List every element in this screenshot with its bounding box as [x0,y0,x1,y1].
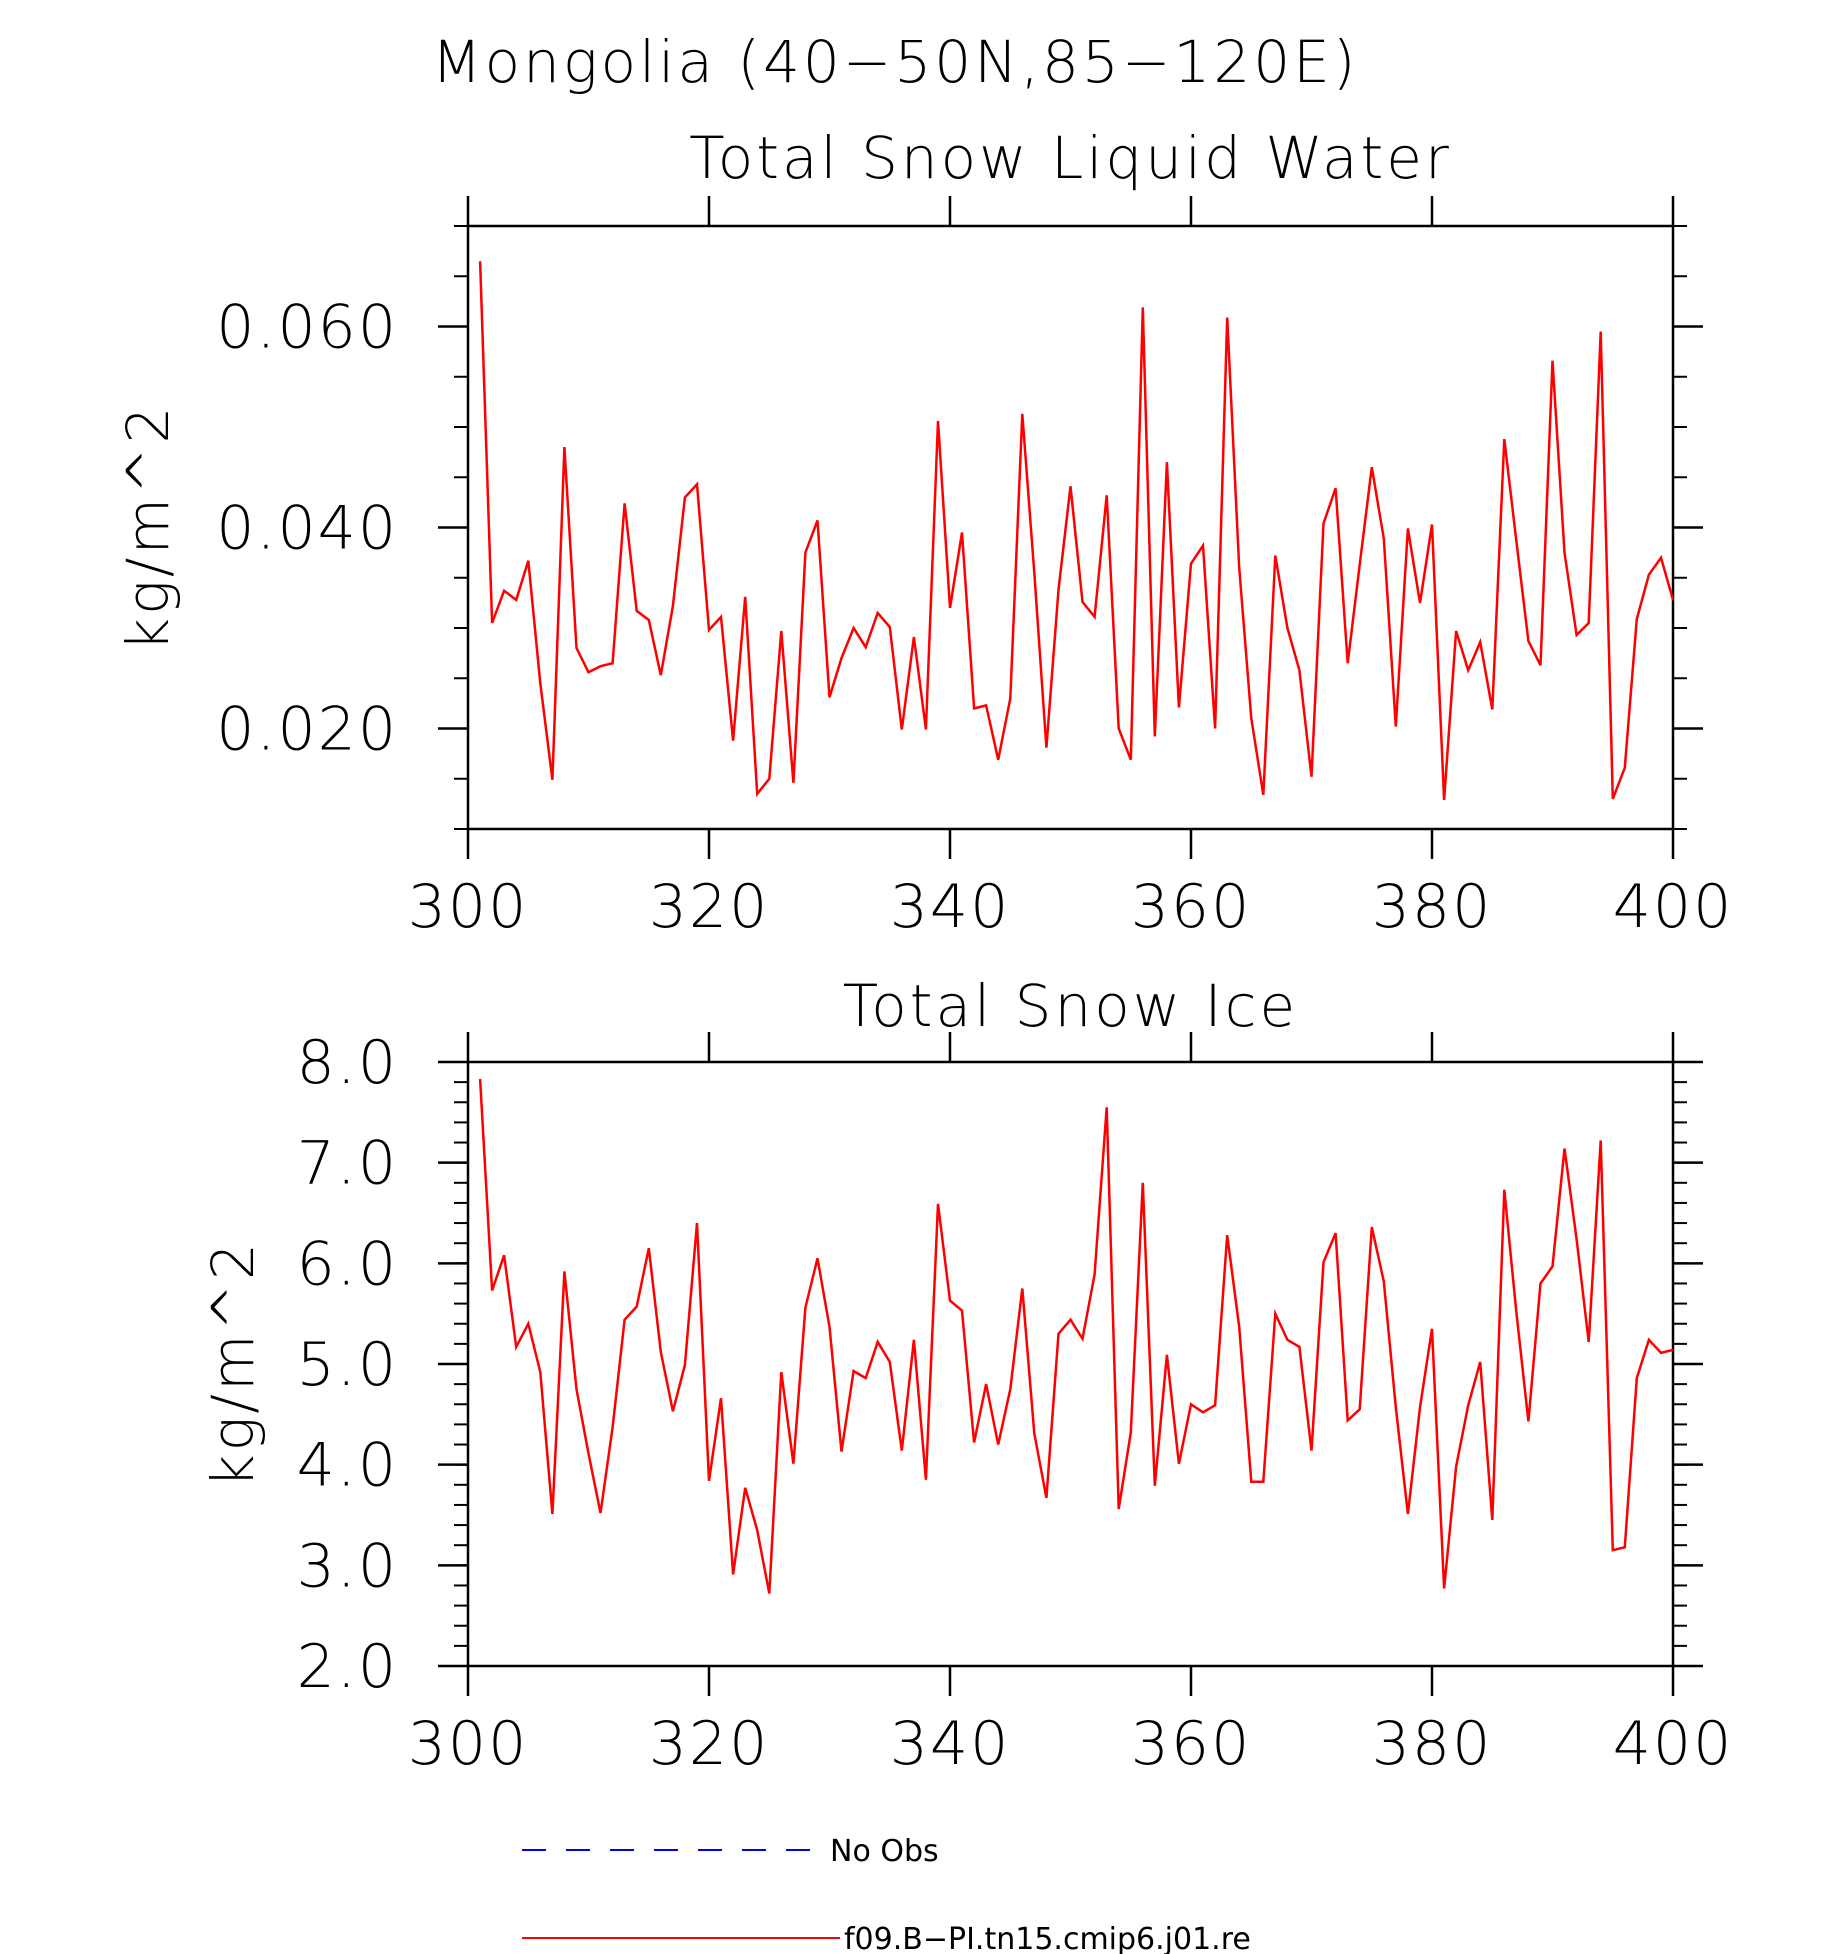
y-tick-label: 2.0 [297,1632,398,1702]
x-tick-label: 380 [1372,1709,1493,1779]
y-tick-label: 6.0 [297,1229,398,1299]
x-tick-label: 320 [649,1709,770,1779]
chart-title: Total Snow Ice [843,972,1299,1040]
x-tick-label: 380 [1372,872,1493,942]
legend-label-2: f09.B−PI.tn15.cmip6.j01.re [844,1922,1251,1954]
x-tick-label: 340 [890,1709,1011,1779]
chart-panel-1: Total Snow Liquid Water kg/m^2 300 320 340 36… [114,124,1734,942]
chart-title: Total Snow Liquid Water [689,124,1452,192]
legend: No Obs f09.B−PI.tn15.cmip6.j01.re [522,1834,1251,1954]
legend-label-1: No Obs [830,1834,939,1869]
x-tick-label: 320 [649,872,770,942]
y-tick-label: 4.0 [297,1431,398,1501]
y-axis-label: kg/m^2 [199,1240,267,1488]
y-tick-label: 8.0 [297,1028,398,1098]
y-axis-label: kg/m^2 [114,404,182,652]
x-tick-label: 360 [1131,872,1252,942]
x-tick-label: 400 [1613,872,1734,942]
x-tick-label: 340 [890,872,1011,942]
plot-frame [466,1060,1675,1668]
x-tick-label: 360 [1131,1709,1252,1779]
x-tick-label: 300 [408,1709,529,1779]
series-line [478,1079,1674,1594]
y-tick-label: 0.020 [216,695,398,765]
y-tick-label: 0.060 [216,293,398,363]
plot-frame [466,224,1675,831]
y-tick-label: 7.0 [297,1129,398,1199]
y-tick-label: 0.040 [216,494,398,564]
y-tick-label: 5.0 [297,1330,398,1400]
figure-title: Mongolia (40−50N,85−120E) [431,28,1359,96]
x-tick-label: 300 [408,872,529,942]
series-line [478,261,1675,800]
y-tick-label: 3.0 [297,1531,398,1601]
chart-panel-2: Total Snow Ice kg/m^2 300 320 340 360 380 400 2.… [199,972,1734,1779]
x-tick-label: 400 [1613,1709,1734,1779]
